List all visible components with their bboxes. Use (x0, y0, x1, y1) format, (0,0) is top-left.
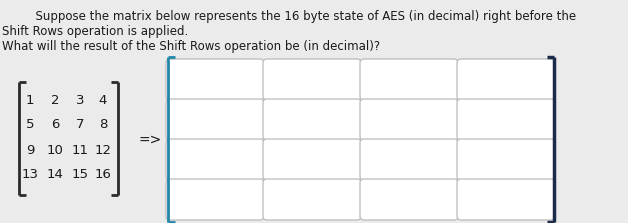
FancyBboxPatch shape (360, 179, 458, 220)
FancyBboxPatch shape (360, 139, 458, 180)
FancyBboxPatch shape (457, 179, 555, 220)
FancyBboxPatch shape (360, 99, 458, 140)
Text: 16: 16 (95, 169, 111, 182)
Text: Shift Rows operation is applied.: Shift Rows operation is applied. (2, 25, 188, 38)
FancyBboxPatch shape (360, 59, 458, 100)
Text: 2: 2 (51, 93, 59, 107)
FancyBboxPatch shape (166, 59, 264, 100)
Text: 12: 12 (94, 143, 112, 157)
Text: 7: 7 (76, 118, 84, 132)
FancyBboxPatch shape (263, 179, 361, 220)
Text: =>: => (138, 133, 161, 147)
Text: 10: 10 (46, 143, 63, 157)
FancyBboxPatch shape (166, 139, 264, 180)
Text: 14: 14 (46, 169, 63, 182)
Text: 8: 8 (99, 118, 107, 132)
Text: What will the result of the Shift Rows operation be (in decimal)?: What will the result of the Shift Rows o… (2, 40, 380, 53)
Text: 11: 11 (72, 143, 89, 157)
FancyBboxPatch shape (457, 59, 555, 100)
FancyBboxPatch shape (457, 99, 555, 140)
Text: 13: 13 (21, 169, 38, 182)
FancyBboxPatch shape (457, 139, 555, 180)
Text: 15: 15 (72, 169, 89, 182)
Text: 1: 1 (26, 93, 35, 107)
FancyBboxPatch shape (166, 179, 264, 220)
FancyBboxPatch shape (263, 139, 361, 180)
Text: 4: 4 (99, 93, 107, 107)
Text: 5: 5 (26, 118, 35, 132)
Text: 6: 6 (51, 118, 59, 132)
Text: 3: 3 (76, 93, 84, 107)
Text: Suppose the matrix below represents the 16 byte state of AES (in decimal) right : Suppose the matrix below represents the … (28, 10, 576, 23)
FancyBboxPatch shape (166, 99, 264, 140)
FancyBboxPatch shape (263, 99, 361, 140)
Text: 9: 9 (26, 143, 34, 157)
FancyBboxPatch shape (263, 59, 361, 100)
